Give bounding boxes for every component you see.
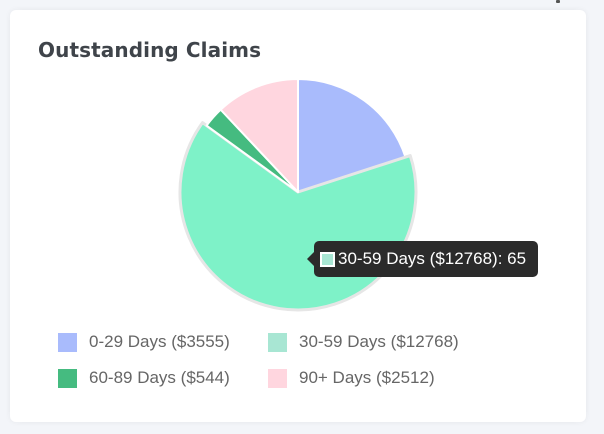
chart-legend: 0-29 Days ($3555) 30-59 Days ($12768) 60… <box>58 324 459 396</box>
tooltip-swatch <box>320 251 335 267</box>
legend-label: 0-29 Days ($3555) <box>89 332 230 351</box>
legend-label: 30-59 Days ($12768) <box>299 332 459 351</box>
legend-swatch <box>58 368 77 388</box>
legend-label: 60-89 Days ($544) <box>89 368 230 387</box>
legend-item-90-plus-days[interactable]: 90+ Days ($2512) <box>268 368 435 388</box>
pie-slice-0-29[interactable] <box>297 78 407 193</box>
tooltip-text: 30-59 Days ($12768): 65 <box>338 249 527 268</box>
legend-item-0-29-days[interactable]: 0-29 Days ($3555) <box>58 332 268 352</box>
legend-swatch <box>268 332 287 352</box>
slice-tooltip: 30-59 Days ($12768): 65 <box>306 241 539 277</box>
legend-item-60-89-days[interactable]: 60-89 Days ($544) <box>58 368 268 388</box>
legend-swatch <box>268 368 287 388</box>
legend-item-30-59-days[interactable]: 30-59 Days ($12768) <box>268 332 459 352</box>
pie-slice-90-plus[interactable] <box>219 78 299 193</box>
legend-label: 90+ Days ($2512) <box>299 368 435 387</box>
legend-swatch <box>58 332 77 352</box>
window-corner-mark <box>556 0 560 3</box>
card-title: Outstanding Claims <box>38 38 262 62</box>
outstanding-claims-card: Outstanding Claims 30-59 Days ($12768): … <box>10 10 586 422</box>
